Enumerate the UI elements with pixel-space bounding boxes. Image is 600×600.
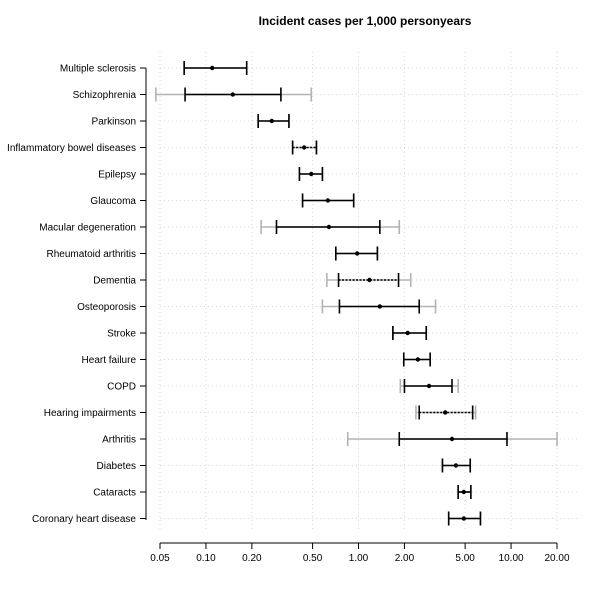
x-tick-label: 0.50 [303,553,323,564]
forest-row: Schizophrenia [73,87,313,102]
point-estimate [377,304,383,309]
row-label: Hearing impairments [44,408,136,419]
row-label: Dementia [93,276,136,287]
row-label: Epilepsy [98,170,136,181]
point-estimate [269,118,274,124]
forest-row: Heart failure [82,352,431,367]
point-estimate [461,516,467,521]
point-estimate [354,251,360,256]
row-label: Osteoporosis [77,302,136,313]
row-label: Glaucoma [90,196,136,207]
point-estimate [367,277,372,283]
forest-row: Dementia [93,273,412,287]
row-label: Cataracts [93,488,136,499]
forest-row: Diabetes [97,458,472,473]
x-tick-label: 2.00 [395,553,415,564]
point-estimate [449,436,455,442]
forest-row: Rheumatoid arthritis [47,246,379,261]
row-label: COPD [107,382,136,393]
forest-row: Osteoporosis [77,299,437,314]
point-estimate [461,489,467,495]
row-label: Arthritis [102,435,136,446]
x-tick-label: 10.00 [499,553,524,564]
row-label: Parkinson [92,117,136,128]
point-estimate [230,92,235,97]
axes: 0.05 0.10 0.20 0.50 1.00 2.00 5.00 10.00 20.00 [145,68,570,564]
point-estimate [326,224,332,230]
point-estimate [325,198,331,203]
x-tick-label: 0.20 [242,553,262,564]
x-tick-label: 5.00 [455,553,475,564]
point-estimate [301,145,307,150]
row-label: Coronary heart disease [32,514,136,525]
forest-row: Parkinson [92,114,290,128]
point-estimate [210,65,215,71]
grid-lines [159,52,580,530]
forest-row: Hearing impairments [44,405,477,420]
x-tick-label: 20.00 [544,553,569,564]
point-estimate [309,171,314,177]
point-estimate [426,383,432,389]
forest-row: Arthritis [102,432,558,446]
x-tick-label: 0.10 [196,553,216,564]
row-label: Multiple sclerosis [60,64,136,75]
forest-row: Glaucoma [90,193,355,208]
point-estimate [405,330,410,336]
forest-row: Epilepsy [98,167,324,181]
row-label: Schizophrenia [73,90,137,101]
x-tick-label: 0.05 [150,553,170,564]
forest-row: Stroke [107,326,428,340]
forest-row: Macular degeneration [39,220,401,234]
forest-row: Coronary heart disease [32,511,482,526]
chart-title: Incident cases per 1,000 personyears [258,14,472,28]
row-label: Diabetes [97,461,136,472]
forest-row: COPD [107,379,459,393]
row-label: Macular degeneration [39,223,136,234]
forest-row: Multiple sclerosis [60,61,248,75]
x-tick-label: 1.00 [349,553,369,564]
row-label: Inflammatory bowel diseases [7,143,136,154]
row-label: Rheumatoid arthritis [47,249,136,260]
point-estimate [453,463,459,468]
forest-row: Cataracts [93,485,472,499]
data-rows: Multiple sclerosis Schizophrenia Parkinson… [7,61,558,526]
point-estimate [415,357,421,362]
point-estimate [442,410,448,415]
forest-row: Inflammatory bowel diseases [7,140,318,155]
row-label: Stroke [107,329,136,340]
row-label: Heart failure [82,355,137,366]
